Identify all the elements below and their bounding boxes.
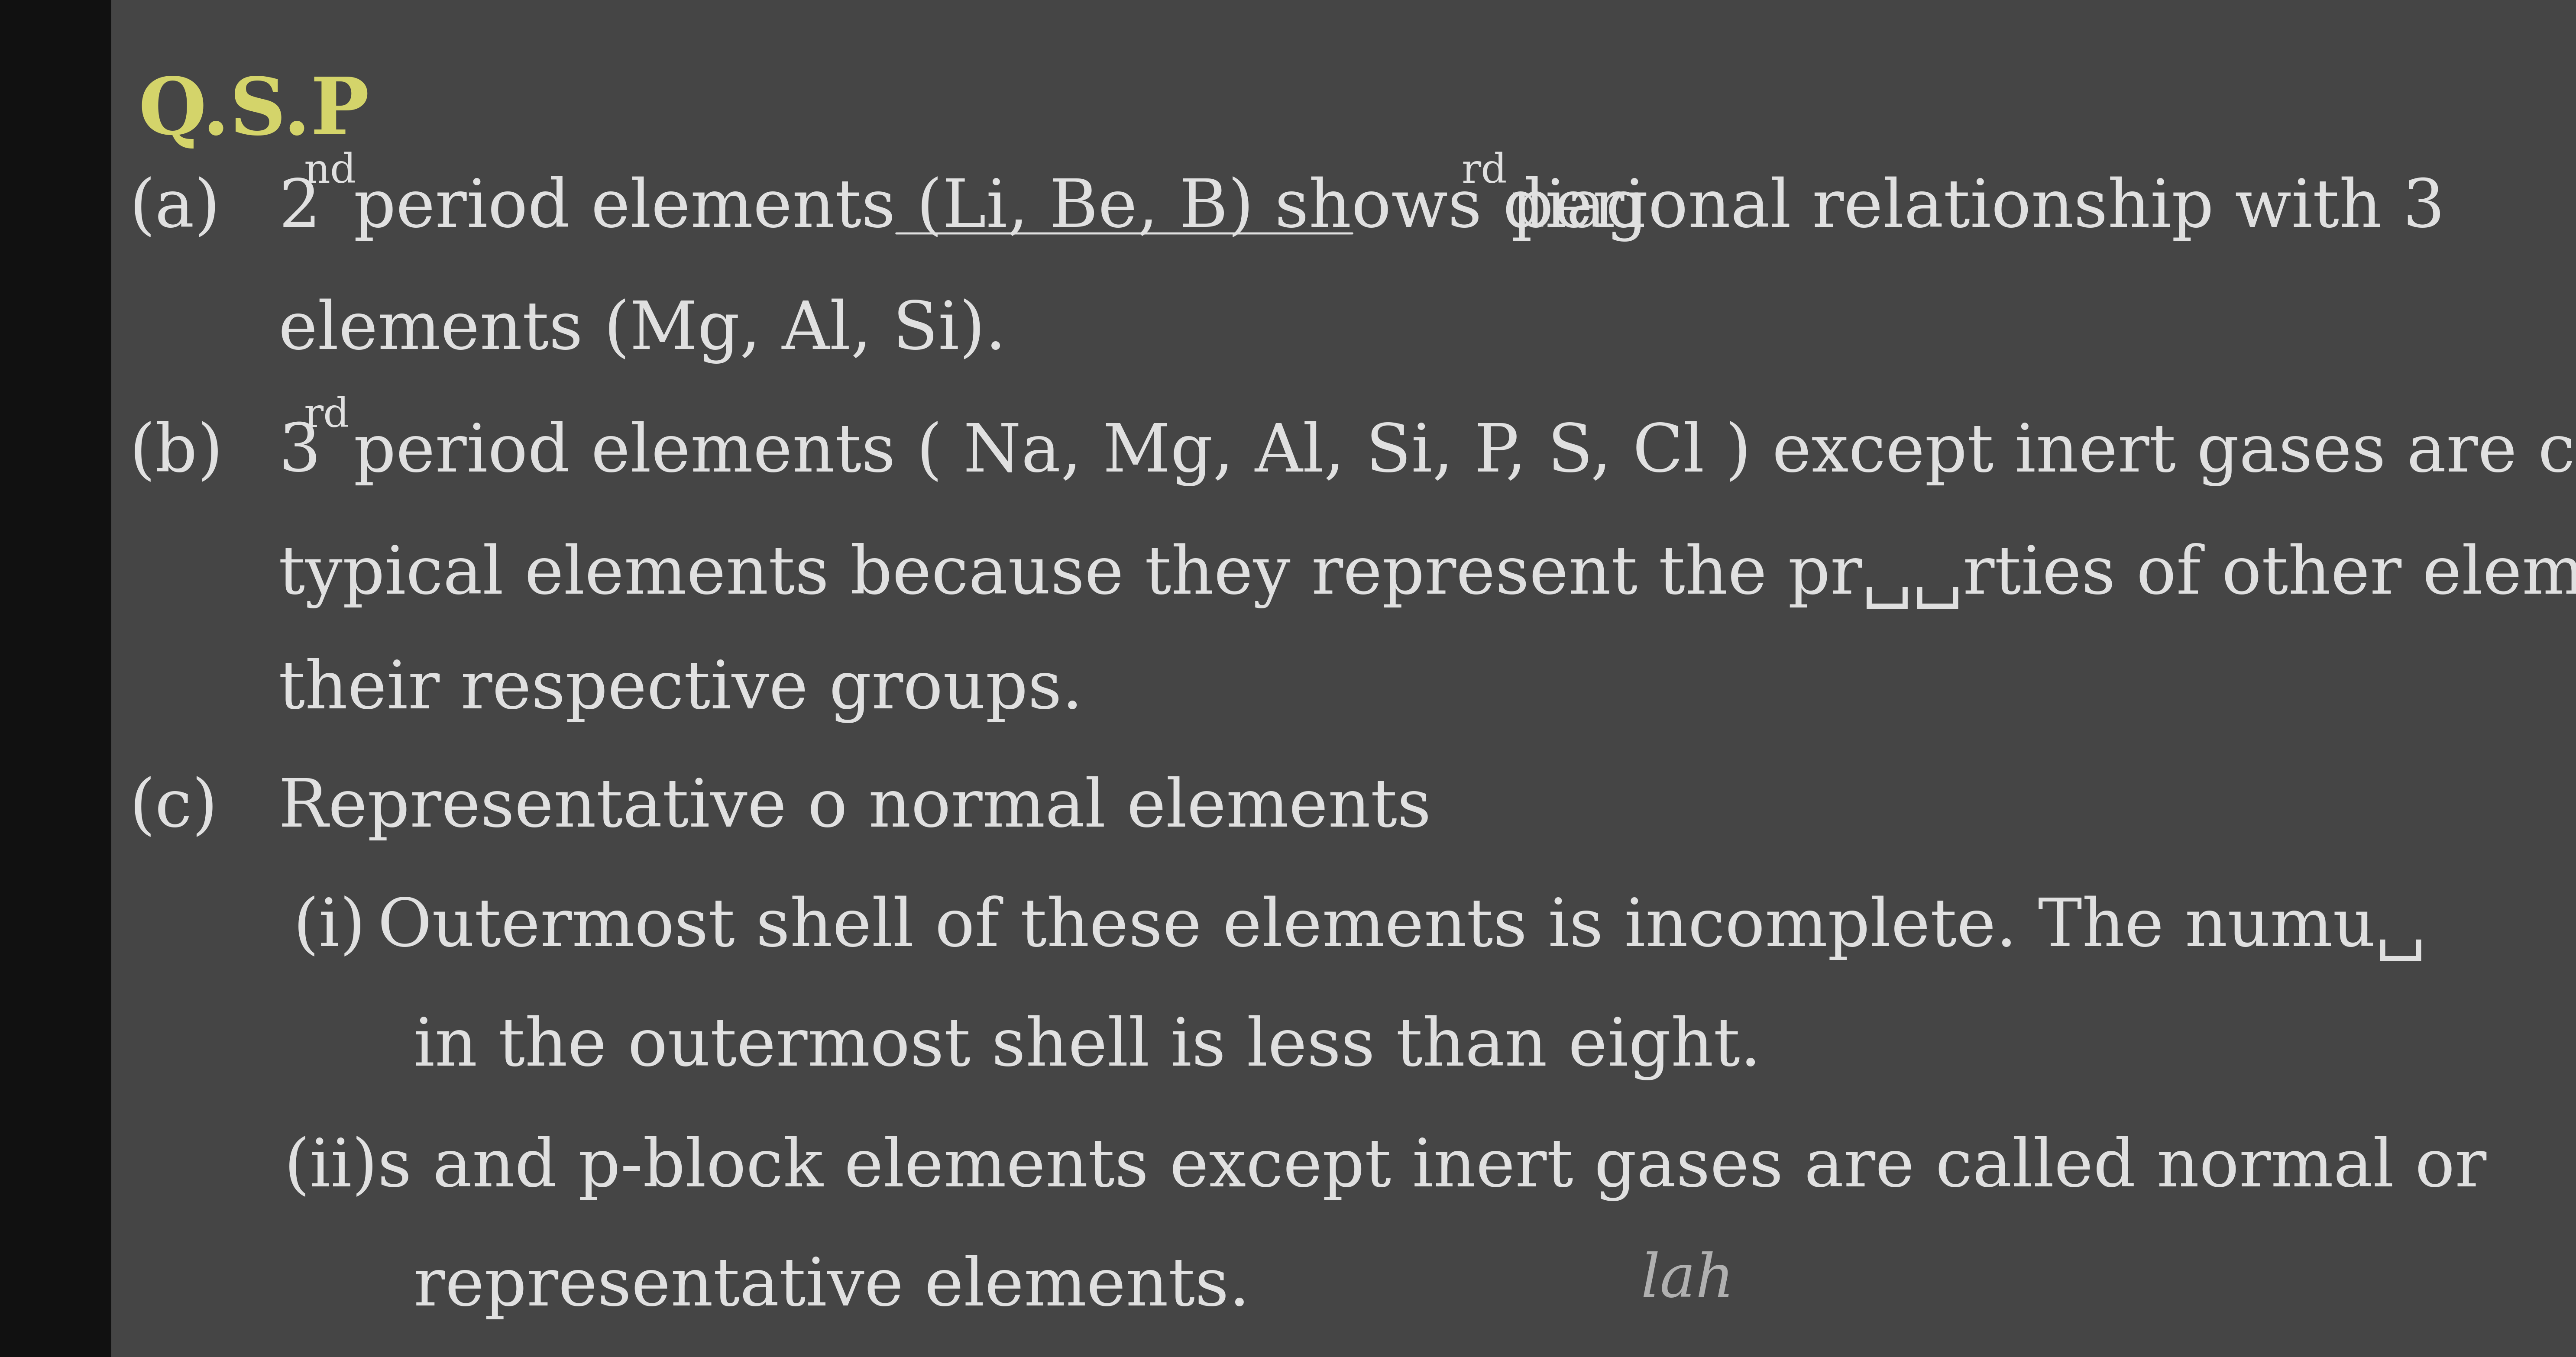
- Text: lah: lah: [1641, 1251, 1734, 1310]
- Text: 3: 3: [278, 421, 322, 484]
- Text: peri: peri: [1489, 176, 1646, 240]
- Text: (c): (c): [129, 776, 219, 840]
- Text: Q.S.P: Q.S.P: [139, 75, 368, 151]
- Text: in the outermost shell is less than eight.: in the outermost shell is less than eigh…: [412, 1015, 1762, 1080]
- Text: period elements ( Na, Mg, Al, Si, P, S, Cl ) except inert gases are called: period elements ( Na, Mg, Al, Si, P, S, …: [332, 421, 2576, 486]
- Bar: [0, 0, 111, 1357]
- Text: period elements (Li, Be, B) shows diagonal relationship with 3: period elements (Li, Be, B) shows diagon…: [332, 176, 2445, 242]
- Text: (i): (i): [294, 896, 366, 959]
- Text: typical elements because they represent the pr␣␣rties of other elem: typical elements because they represent …: [278, 543, 2576, 609]
- Text: Representative o normal elements: Representative o normal elements: [278, 776, 1432, 840]
- Text: elements (Mg, Al, Si).: elements (Mg, Al, Si).: [278, 299, 1007, 364]
- Text: 2: 2: [278, 176, 322, 240]
- Text: s and p-block elements except inert gases are called normal or: s and p-block elements except inert gase…: [379, 1136, 2486, 1201]
- Text: (b): (b): [129, 421, 224, 484]
- Text: their respective groups.: their respective groups.: [278, 658, 1082, 723]
- Text: (a): (a): [129, 176, 222, 240]
- Text: representative elements.: representative elements.: [412, 1255, 1249, 1319]
- Text: Outermost shell of these elements is incomplete. The numu␣: Outermost shell of these elements is inc…: [379, 896, 2427, 962]
- Text: nd: nd: [304, 152, 355, 191]
- Text: (ii): (ii): [283, 1136, 379, 1200]
- Text: rd: rd: [304, 396, 350, 436]
- Text: rd: rd: [1461, 152, 1507, 191]
